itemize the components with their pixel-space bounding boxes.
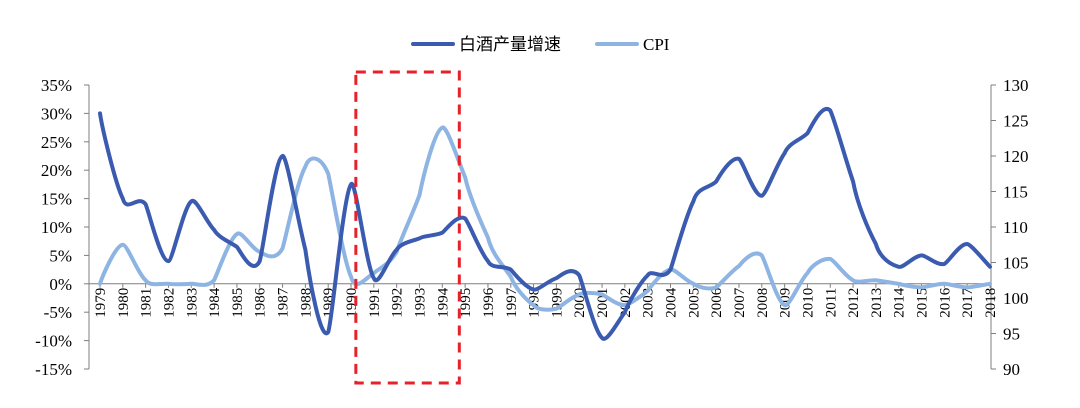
line-baijiu-production-growth (98, 106, 992, 341)
series-group (98, 106, 992, 341)
x-axis-tick-label: 1980 (116, 288, 132, 318)
line-cpi (98, 125, 992, 312)
x-axis-tick-label: 2006 (709, 287, 725, 318)
x-axis-tick-label: 2009 (778, 288, 794, 318)
left-axis-tick-label: 15% (41, 190, 72, 209)
x-axis-tick-label: 2015 (915, 288, 931, 318)
x-axis-tick-label: 2012 (846, 288, 862, 318)
x-axis-tick-label: 2008 (755, 288, 771, 318)
left-axis-tick-label: 30% (41, 104, 72, 123)
x-axis-tick-label: 1979 (93, 288, 109, 318)
x-axis-tick-label: 1981 (139, 288, 155, 318)
x-axis-tick-label: 2017 (960, 287, 976, 318)
right-axis-tick-label: 130 (1003, 76, 1029, 95)
left-axis-tick-label: 0% (49, 275, 72, 294)
right-axis-tick-label: 90 (1003, 360, 1020, 379)
x-axis-tick-label: 1992 (390, 288, 406, 318)
x-axis-tick-label: 2014 (892, 287, 908, 318)
highlight-group (354, 70, 461, 385)
x-axis-tick-label: 2013 (869, 288, 885, 318)
right-axis-tick-label: 115 (1003, 183, 1028, 202)
x-axis-tick-label: 2011 (823, 288, 839, 317)
right-axis-tick-label: 105 (1003, 254, 1029, 273)
left-axis-tick-label: 25% (41, 133, 72, 152)
left-axis-tick-label: 20% (41, 161, 72, 180)
x-axis-tick-label: 1986 (253, 287, 269, 318)
left-axis-tick-label: -5% (44, 303, 72, 322)
highlight-dashed-box (354, 70, 461, 385)
right-axis-tick-label: 95 (1003, 325, 1020, 344)
legend: 白酒产量增速 CPI (411, 35, 670, 54)
x-axis-tick-label: 2018 (983, 288, 999, 318)
x-axis-tick-label: 1990 (344, 288, 360, 318)
legend-label-baijiu: 白酒产量增速 (459, 35, 561, 54)
x-axis-tick-label: 2002 (618, 288, 634, 318)
x-axis-tick-label: 2016 (937, 287, 953, 318)
x-axis-tick-label: 1996 (481, 287, 497, 318)
x-axis-tick-label: 2010 (800, 288, 816, 318)
left-axis-tick-label: -15% (35, 360, 72, 379)
x-axis-tick-label: 1987 (276, 287, 292, 318)
x-axis-tick-label: 2005 (686, 288, 702, 318)
x-axis-tick-label: 2004 (664, 287, 680, 318)
series-cpi (98, 125, 992, 312)
x-axis-tick-label: 1982 (161, 288, 177, 318)
left-axis-tick-label: 35% (41, 76, 72, 95)
x-axis-tick-label: 1984 (207, 287, 223, 318)
series-baijiu-production-growth (98, 106, 992, 341)
left-axis-tick-label: -10% (35, 332, 72, 351)
right-axis-tick-label: 125 (1003, 112, 1029, 131)
x-axis-tick-label: 1991 (367, 288, 383, 318)
x-axis-tick-label: 1994 (435, 287, 451, 318)
x-axis-tick-label: 1985 (230, 288, 246, 318)
right-axis-tick-label: 110 (1003, 218, 1028, 237)
x-axis-tick-label: 1997 (504, 287, 520, 318)
legend-label-cpi: CPI (643, 35, 670, 54)
x-axis-tick-label: 1983 (184, 288, 200, 318)
left-axis-tick-label: 10% (41, 218, 72, 237)
right-axis-tick-label: 100 (1003, 289, 1029, 308)
right-axis-tick-label: 120 (1003, 147, 1029, 166)
x-axis-tick-label: 1995 (458, 288, 474, 318)
x-axis-tick-label: 1993 (412, 288, 428, 318)
axes: -15% -10% -5% 0% 5% 10% 15% 20% 25% 30% 35% 90 95 100… (35, 76, 1028, 379)
left-axis-tick-label: 5% (49, 246, 72, 265)
x-axis-tick-label: 1988 (298, 288, 314, 318)
x-axis-tick-label: 2007 (732, 287, 748, 318)
